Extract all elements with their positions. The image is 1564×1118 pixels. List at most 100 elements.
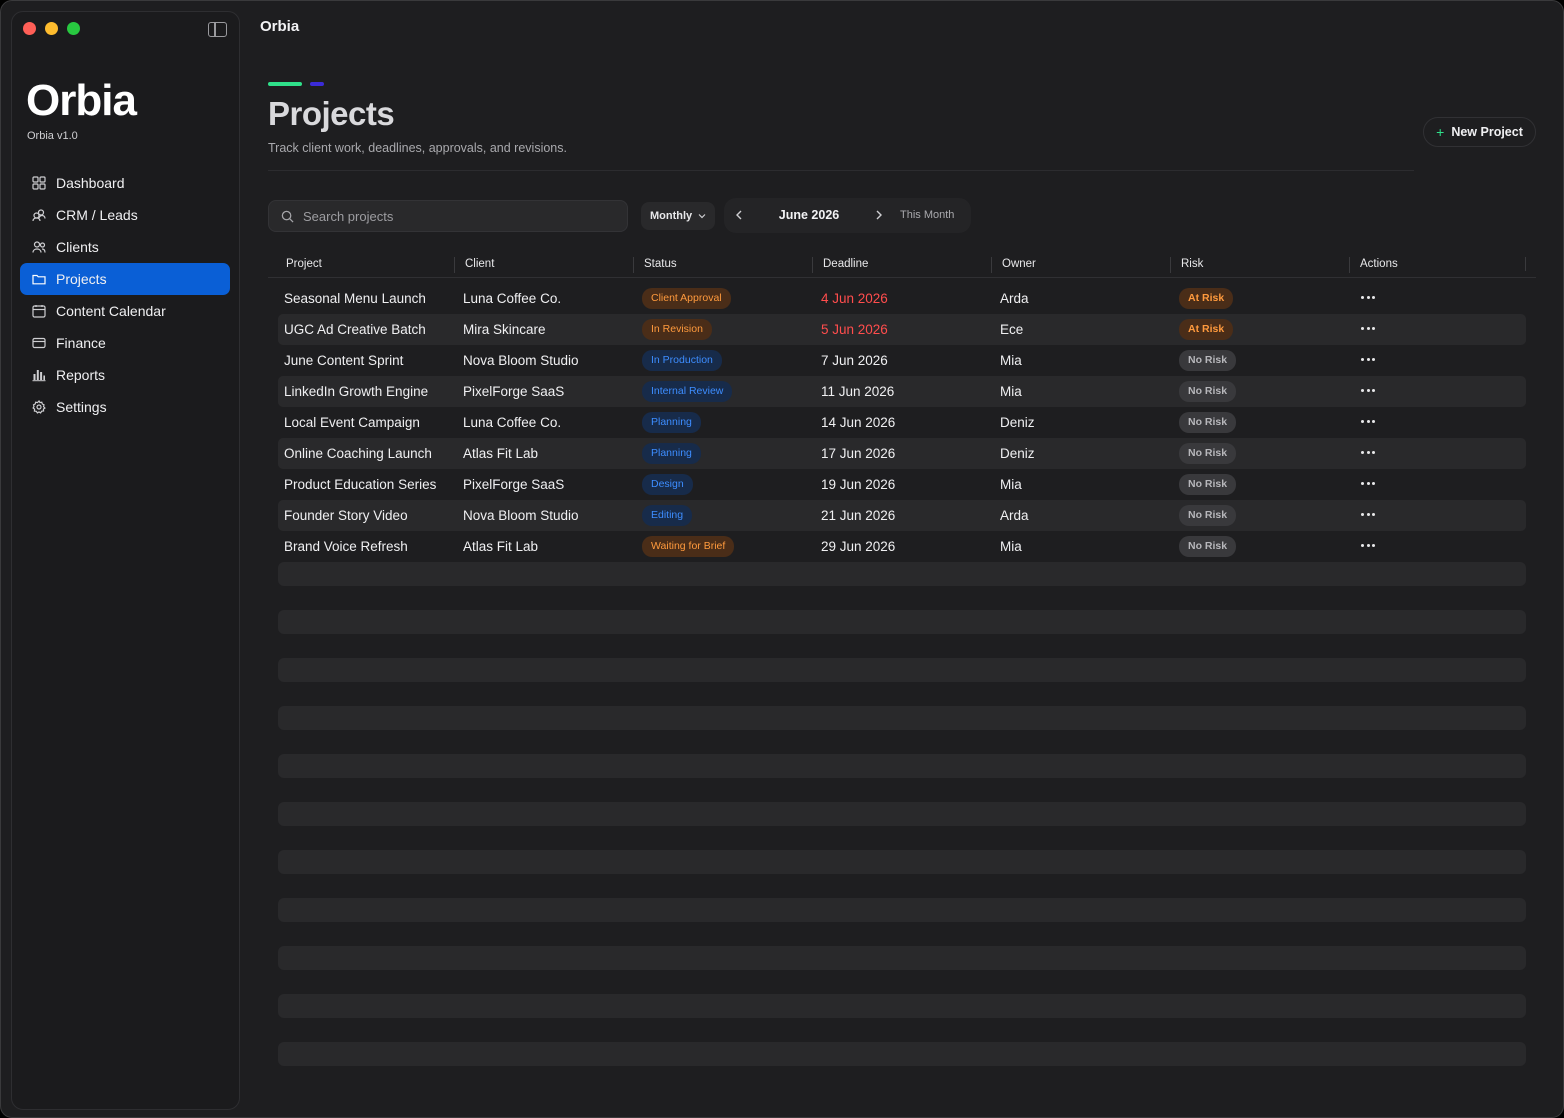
status-badge: Design	[642, 474, 693, 495]
row-actions-button[interactable]	[1358, 442, 1378, 462]
status-cell: Client Approval	[642, 288, 731, 309]
risk-cell: At Risk	[1179, 288, 1234, 309]
row-actions-button[interactable]	[1358, 380, 1378, 400]
client-name: Mira Skincare	[463, 322, 546, 337]
placeholder-row	[278, 850, 1526, 874]
sidebar-toggle-icon[interactable]	[208, 22, 227, 37]
deadline: 29 Jun 2026	[821, 539, 896, 554]
logo: Orbia	[26, 76, 137, 125]
sidebar-item-label: Clients	[56, 239, 99, 255]
sidebar-item-projects[interactable]: Projects	[20, 263, 230, 295]
status-cell: In Revision	[642, 319, 712, 340]
more-horizontal-icon	[1358, 442, 1378, 454]
deadline: 7 Jun 2026	[821, 353, 888, 368]
period-select[interactable]: Monthly	[641, 202, 715, 230]
deadline: 4 Jun 2026	[821, 291, 888, 306]
table-row[interactable]: LinkedIn Growth Engine PixelForge SaaS Int…	[278, 376, 1526, 407]
search-box[interactable]	[268, 200, 628, 232]
project-name: Seasonal Menu Launch	[284, 291, 426, 306]
maximize-window-button[interactable]	[67, 22, 80, 35]
deadline: 14 Jun 2026	[821, 415, 896, 430]
deadline: 5 Jun 2026	[821, 322, 888, 337]
row-actions-button[interactable]	[1358, 411, 1378, 431]
column-header-client[interactable]: Client	[454, 257, 494, 273]
more-horizontal-icon	[1358, 535, 1378, 547]
status-badge: Editing	[642, 505, 693, 526]
risk-cell: No Risk	[1179, 536, 1237, 557]
status-cell: In Production	[642, 350, 722, 371]
minimize-window-button[interactable]	[45, 22, 58, 35]
close-window-button[interactable]	[23, 22, 36, 35]
table-row[interactable]: Seasonal Menu Launch Luna Coffee Co. Clien…	[278, 283, 1526, 314]
this-month-button[interactable]: This Month	[900, 209, 955, 221]
risk-badge: No Risk	[1179, 381, 1237, 402]
table-row[interactable]: Local Event Campaign Luna Coffee Co. Plann…	[278, 407, 1526, 438]
users-icon	[32, 240, 46, 254]
header-divider	[268, 170, 1414, 171]
column-header-status[interactable]: Status	[633, 257, 677, 273]
risk-cell: No Risk	[1179, 443, 1237, 464]
sidebar-nav: Dashboard CRM / Leads Clients Projects	[20, 167, 230, 423]
risk-badge: At Risk	[1179, 319, 1234, 340]
placeholder-row	[278, 994, 1526, 1018]
risk-cell: No Risk	[1179, 350, 1237, 371]
more-horizontal-icon	[1358, 318, 1378, 330]
placeholder-row	[278, 1042, 1526, 1066]
column-header-risk[interactable]: Risk	[1170, 257, 1203, 273]
row-actions-button[interactable]	[1358, 473, 1378, 493]
sidebar-item-crm-leads[interactable]: CRM / Leads	[20, 199, 230, 231]
column-header-owner[interactable]: Owner	[991, 257, 1036, 273]
table-row[interactable]: Product Education Series PixelForge SaaS D…	[278, 469, 1526, 500]
page-title: Projects	[268, 95, 395, 132]
placeholder-row	[278, 802, 1526, 826]
risk-badge: No Risk	[1179, 350, 1237, 371]
table-row[interactable]: Founder Story Video Nova Bloom Studio Edit…	[278, 500, 1526, 531]
table-row[interactable]: UGC Ad Creative Batch Mira Skincare In Rev…	[278, 314, 1526, 345]
status-badge: Planning	[642, 412, 701, 433]
client-name: Atlas Fit Lab	[463, 539, 539, 554]
row-actions-button[interactable]	[1358, 349, 1378, 369]
project-name: Founder Story Video	[284, 508, 408, 523]
sidebar-item-reports[interactable]: Reports	[20, 359, 230, 391]
sidebar-item-content-calendar[interactable]: Content Calendar	[20, 295, 230, 327]
chevron-left-icon[interactable]	[732, 208, 746, 222]
sidebar-item-label: CRM / Leads	[56, 207, 138, 223]
row-actions-button[interactable]	[1358, 287, 1378, 307]
placeholder-row	[278, 658, 1526, 682]
owner-name: Deniz	[1000, 415, 1035, 430]
status-badge: Planning	[642, 443, 701, 464]
chevron-down-icon	[698, 214, 706, 219]
more-horizontal-icon	[1358, 349, 1378, 361]
sidebar-item-label: Content Calendar	[56, 303, 166, 319]
status-badge: Waiting for Brief	[642, 536, 735, 557]
sidebar-item-dashboard[interactable]: Dashboard	[20, 167, 230, 199]
project-name: Online Coaching Launch	[284, 446, 432, 461]
new-project-button[interactable]: + New Project	[1423, 117, 1536, 147]
sidebar: Orbia Orbia v1.0 Dashboard CRM / Leads C…	[11, 11, 240, 1110]
risk-cell: No Risk	[1179, 474, 1237, 495]
search-input[interactable]	[303, 208, 603, 224]
more-horizontal-icon	[1358, 473, 1378, 485]
row-actions-button[interactable]	[1358, 535, 1378, 555]
sidebar-item-clients[interactable]: Clients	[20, 231, 230, 263]
chevron-right-icon[interactable]	[872, 208, 886, 222]
column-header-deadline[interactable]: Deadline	[812, 257, 868, 273]
status-cell: Design	[642, 474, 693, 495]
sidebar-item-settings[interactable]: Settings	[20, 391, 230, 423]
column-header-actions: Actions	[1349, 257, 1398, 273]
row-actions-button[interactable]	[1358, 318, 1378, 338]
client-name: Nova Bloom Studio	[463, 353, 579, 368]
column-header-project[interactable]: Project	[286, 258, 322, 270]
table-row[interactable]: Online Coaching Launch Atlas Fit Lab Plann…	[278, 438, 1526, 469]
risk-badge: No Risk	[1179, 474, 1237, 495]
status-cell: Editing	[642, 505, 693, 526]
table-row[interactable]: Brand Voice Refresh Atlas Fit Lab Waiting …	[278, 531, 1526, 562]
owner-name: Mia	[1000, 477, 1022, 492]
row-actions-button[interactable]	[1358, 504, 1378, 524]
project-name: LinkedIn Growth Engine	[284, 384, 429, 399]
client-name: PixelForge SaaS	[463, 384, 565, 399]
project-name: Brand Voice Refresh	[284, 539, 408, 554]
sidebar-item-finance[interactable]: Finance	[20, 327, 230, 359]
table-row[interactable]: June Content Sprint Nova Bloom Studio In P…	[278, 345, 1526, 376]
